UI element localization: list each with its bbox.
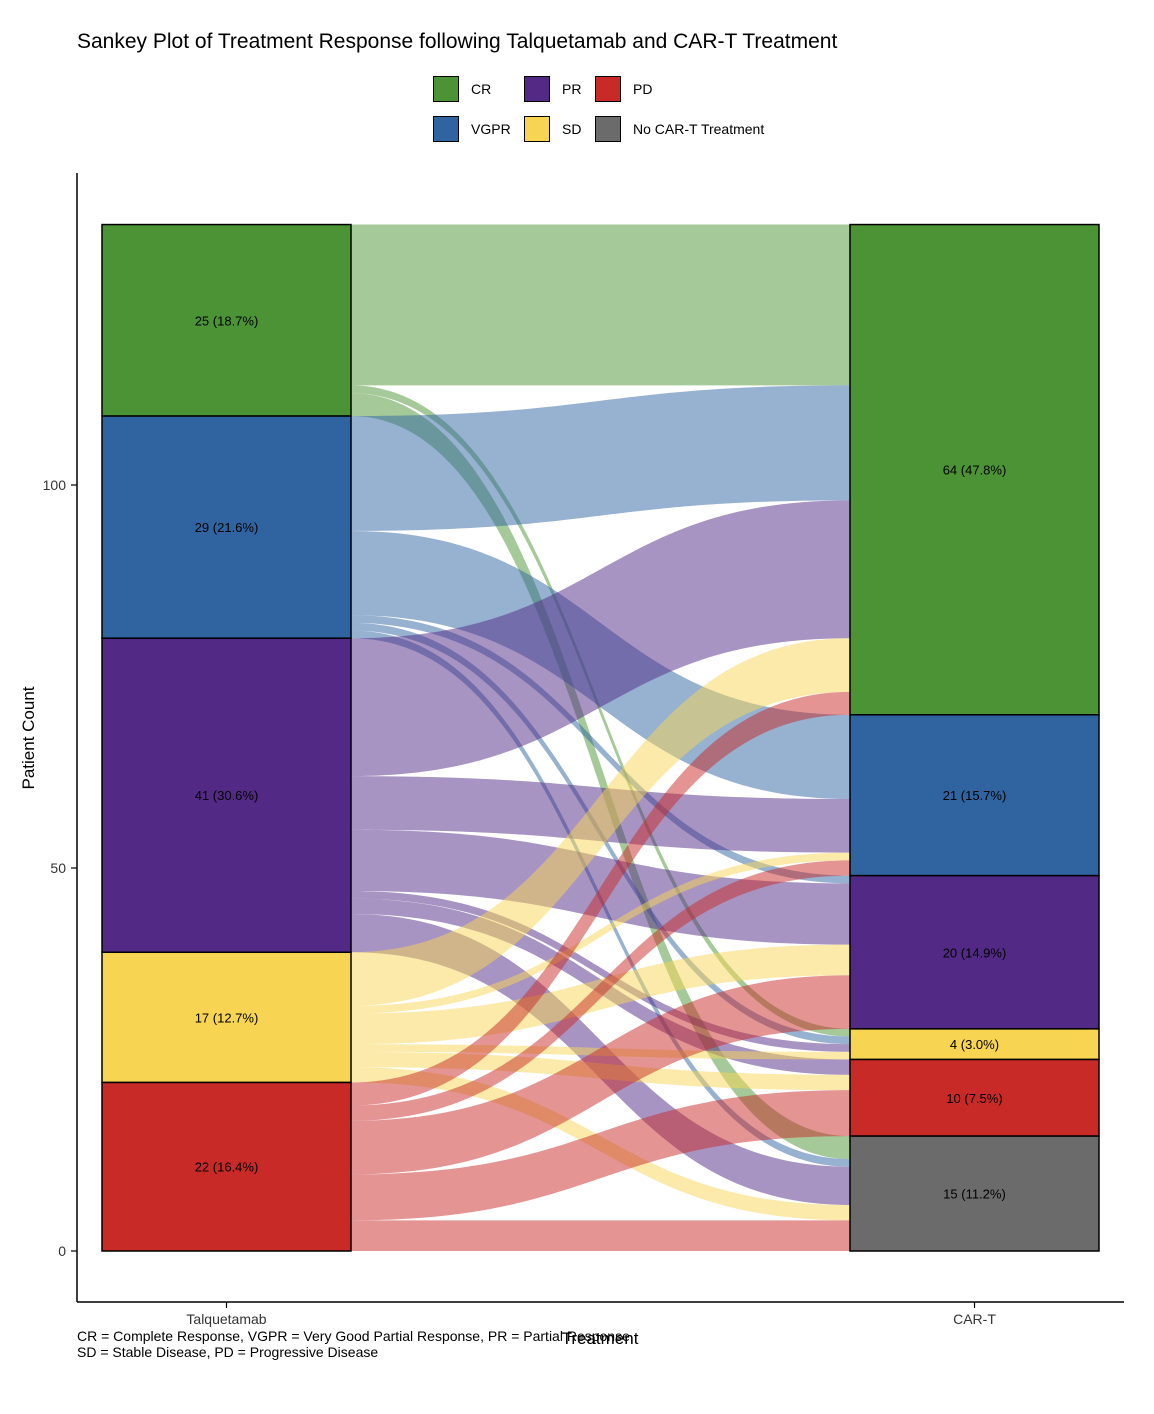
flow-vgpr-to-pr <box>351 615 850 884</box>
footnote-line-2: SD = Stable Disease, PD = Progressive Di… <box>77 1344 379 1360</box>
flow-sd-to-vgpr <box>351 852 850 1014</box>
legend-key-pr <box>524 76 550 102</box>
legend-label-pd: PD <box>633 81 653 97</box>
stratum-label-talquetamab-cr: 25 (18.7%) <box>195 313 259 328</box>
stratum-label-cart-pd: 10 (7.5%) <box>946 1091 1002 1106</box>
strata-layer: 25 (18.7%) 29 (21.6%) 41 (30.6%) 17 (12.7%)… <box>101 223 1100 1252</box>
legend-label-vgpr: VGPR <box>471 121 511 137</box>
flow-cr-to-sd <box>351 385 850 1037</box>
stratum-label-talquetamab-sd: 17 (12.7%) <box>195 1010 259 1025</box>
footnote: CR = Complete Response, VGPR = Very Good… <box>77 1328 634 1360</box>
flow-pd-to-pr <box>351 975 850 1175</box>
legend-key-sd <box>524 116 550 142</box>
flow-cr-to-nocart <box>351 393 850 1160</box>
chart-title: Sankey Plot of Treatment Response follow… <box>77 30 838 53</box>
flow-pr-to-sd <box>351 890 850 1052</box>
stratum-label-cart-sd: 4 (3.0%) <box>950 1037 999 1052</box>
stratum-label-cart-cr: 64 (47.8%) <box>943 463 1007 478</box>
stratum-talquetamab-pr <box>101 637 352 954</box>
stratum-label-talquetamab-pd: 22 (16.4%) <box>195 1160 259 1175</box>
y-axis-title: Patient Count <box>19 686 38 789</box>
x-tick-label-0: Talquetamab <box>186 1311 266 1327</box>
legend-key-vgpr <box>433 116 459 142</box>
flows-layer <box>351 224 850 1251</box>
axes-layer: Treatment Patient Count 0 50 100 Talquetama… <box>19 173 1124 1348</box>
stratum-cart-pr <box>849 874 1100 1030</box>
flow-pd-to-cr <box>351 691 850 1106</box>
stratum-talquetamab-sd <box>101 951 352 1084</box>
stratum-talquetamab-vgpr <box>101 415 352 639</box>
y-tick-label-100: 100 <box>43 477 67 493</box>
x-tick-label-1: CAR-T <box>953 1311 996 1327</box>
legend-label-no-cart: No CAR-T Treatment <box>633 121 765 137</box>
stratum-cart-cr <box>849 223 1100 716</box>
y-tick-label-50: 50 <box>50 860 66 876</box>
legend-label-sd: SD <box>562 121 582 137</box>
legend-item-vgpr: VGPR <box>433 116 511 142</box>
flow-pr-to-cr <box>351 500 850 777</box>
legend-key-no-cart <box>595 116 621 142</box>
footnote-line-1: CR = Complete Response, VGPR = Very Good… <box>77 1328 634 1344</box>
legend-label-cr: CR <box>471 81 492 97</box>
flow-sd-to-cr <box>351 638 850 1006</box>
legend-label-pr: PR <box>562 81 582 97</box>
stratum-label-talquetamab-pr: 41 (30.6%) <box>195 788 259 803</box>
flow-vgpr-to-cr <box>351 385 850 531</box>
stratum-cart-vgpr <box>849 714 1100 877</box>
stratum-cart-pd <box>849 1058 1100 1137</box>
flow-cr-to-cr <box>351 224 850 386</box>
legend-key-cr <box>433 76 459 102</box>
y-tick-label-0: 0 <box>58 1243 66 1259</box>
stratum-cart-sd <box>849 1028 1100 1061</box>
stratum-label-cart-vgpr: 21 (15.7%) <box>943 788 1007 803</box>
flow-pd-to-pd <box>351 1090 850 1221</box>
stratum-label-talquetamab-vgpr: 29 (21.6%) <box>195 520 259 535</box>
x-axis-title: Treatment <box>562 1329 639 1348</box>
legend-item-sd: SD <box>524 116 581 142</box>
flow-pd-to-nocart <box>351 1220 850 1251</box>
legend-item-cr: CR <box>433 76 491 102</box>
stratum-talquetamab-pd <box>101 1081 352 1252</box>
stratum-talquetamab-cr <box>101 223 352 417</box>
stratum-label-cart-nocart: 15 (11.2%) <box>943 1187 1006 1202</box>
legend-item-no-cart: No CAR-T Treatment <box>595 116 764 142</box>
stratum-label-cart-pr: 20 (14.9%) <box>943 945 1007 960</box>
stratum-cart-nocart <box>849 1135 1100 1252</box>
legend: CR PR PD VGPR SD No CAR-T Treatment <box>0 0 1154 160</box>
legend-item-pr: PR <box>524 76 581 102</box>
legend-item-pd: PD <box>595 76 652 102</box>
flow-pd-to-vgpr <box>351 860 850 1121</box>
legend-key-pd <box>595 76 621 102</box>
